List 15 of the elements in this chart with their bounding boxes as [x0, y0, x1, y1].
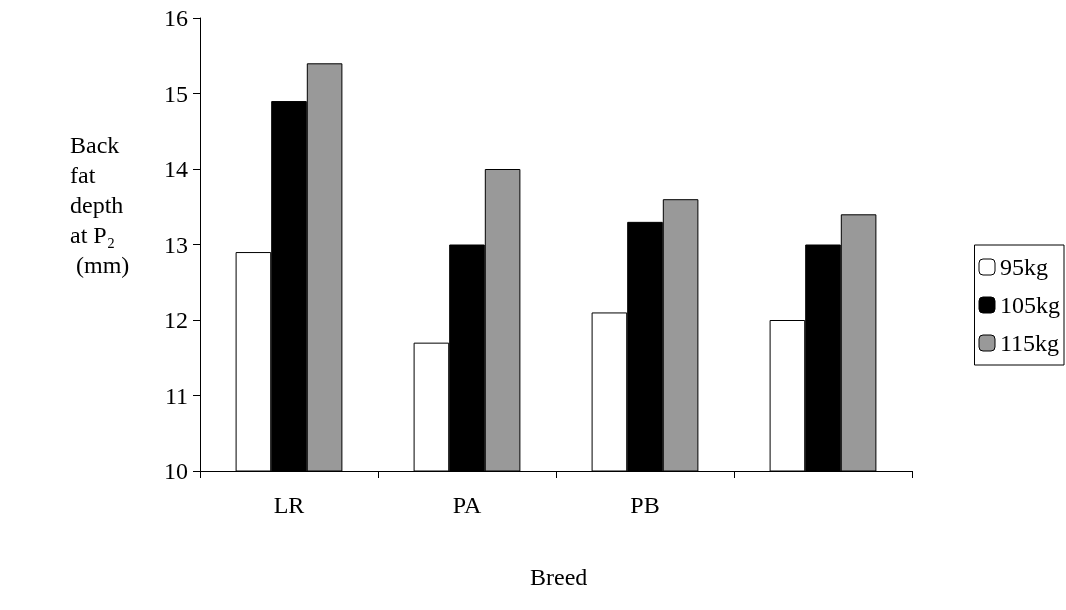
y-tick-label: 13: [164, 231, 188, 258]
x-axis-title: Breed: [530, 564, 588, 590]
y-tick-label: 10: [164, 458, 188, 484]
legend-label: 115kg: [1000, 330, 1060, 356]
y-tick-label: 14: [164, 156, 188, 182]
legend-label: 95kg: [1000, 254, 1048, 280]
x-tick-label: LR: [273, 492, 305, 518]
y-tick-label: 16: [164, 5, 188, 31]
x-tick-label: PB: [630, 492, 660, 518]
y-tick-label: 12: [164, 307, 188, 333]
y-axis-title: Back fat depth at P₂ (mm): [70, 132, 130, 278]
x-tick-label: PA: [452, 492, 482, 518]
y-tick-label: 11: [164, 382, 188, 409]
y-tick-label: 15: [164, 80, 188, 107]
legend-label: 105kg: [1000, 292, 1060, 318]
